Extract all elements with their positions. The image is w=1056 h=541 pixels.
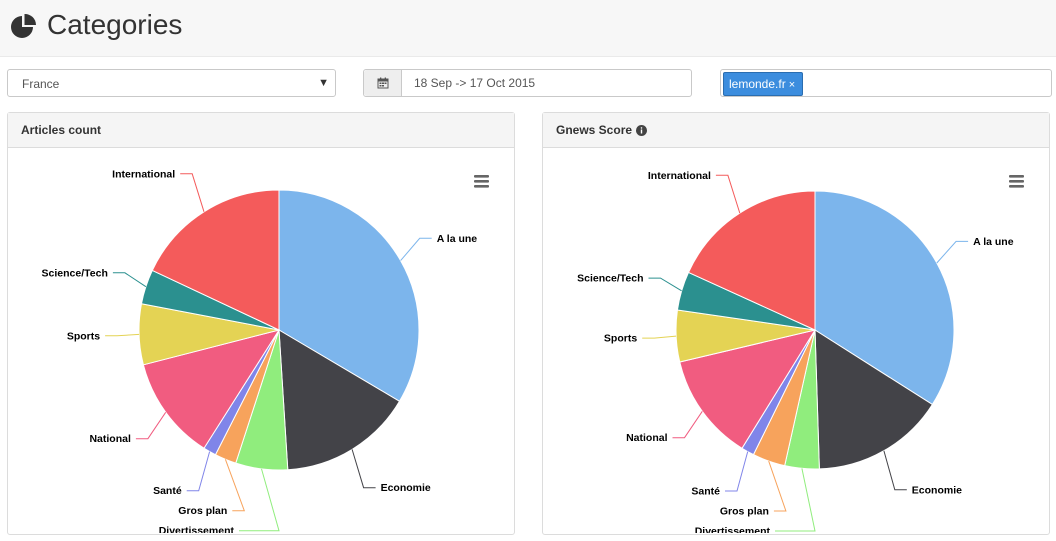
country-select-value: France [22, 77, 60, 91]
pie-chart-icon [11, 13, 37, 38]
chart-menu-icon[interactable] [474, 175, 489, 188]
slice-label-a-la-une: A la une [437, 233, 478, 245]
connector-economie [351, 449, 376, 489]
pie-slice-international[interactable] [687, 190, 816, 331]
info-icon[interactable] [636, 125, 648, 137]
slice-label-science-tech: Science/Tech [42, 267, 108, 279]
panel-title: Gnews Score [543, 113, 1049, 148]
connector-sante [725, 451, 749, 492]
page-header: Categories [0, 0, 1056, 57]
filters-bar: France ▼ 18 Sep -> 17 Oct 2015 lemonde.f… [0, 69, 1056, 99]
slice-label-economie: Economie [912, 484, 962, 496]
remove-tag-icon[interactable]: × [788, 79, 796, 91]
panel-title: Articles count [8, 113, 514, 148]
calendar-button[interactable] [364, 70, 402, 96]
slice-label-sante: Santé [153, 485, 182, 497]
connector-national [672, 411, 703, 439]
slice-label-sports: Sports [67, 330, 100, 342]
connector-gros-plan [224, 459, 246, 512]
slice-label-divertissement: Divertissement [695, 526, 771, 534]
pie-slice-international[interactable] [151, 189, 280, 331]
page-title: Categories [47, 9, 183, 40]
pie-slice-a-la-une[interactable] [278, 189, 420, 402]
slice-label-a-la-une: A la une [973, 236, 1014, 248]
connector-sports [105, 333, 140, 337]
slice-label-national: National [89, 433, 131, 445]
connector-international [715, 174, 741, 214]
slice-label-sante: Santé [691, 486, 720, 498]
source-tag[interactable]: lemonde.fr × [723, 72, 804, 96]
connector-science-tech [648, 277, 682, 292]
articles-count-panel: Articles count A la une Economie Divertiss… [7, 112, 515, 535]
slice-label-international: International [648, 170, 711, 182]
connector-gros-plan [768, 460, 787, 512]
panel-title-text: Gnews Score [556, 123, 633, 137]
slice-label-science-tech: Science/Tech [577, 273, 643, 285]
pie-slice-national[interactable] [142, 329, 281, 449]
slice-label-economie: Economie [381, 482, 431, 494]
calendar-icon [377, 77, 389, 89]
connector-science-tech [112, 272, 147, 288]
connector-sante [186, 451, 211, 492]
connector-divertissement [775, 468, 816, 532]
slice-label-divertissement: Divertissement [159, 525, 235, 533]
connector-international [180, 173, 205, 212]
connector-economie [883, 450, 907, 491]
country-select[interactable]: France ▼ [7, 69, 336, 97]
slice-label-international: International [112, 168, 175, 180]
slice-label-sports: Sports [604, 333, 637, 345]
connector-a-la-une [400, 237, 432, 261]
connector-divertissement [239, 468, 280, 532]
source-tag-label: lemonde.fr [729, 77, 786, 91]
pie-slice-a-la-une[interactable] [814, 190, 955, 406]
source-tags-input[interactable]: lemonde.fr × [720, 69, 1052, 97]
date-range-value: 18 Sep -> 17 Oct 2015 [414, 76, 536, 90]
gnews-score-panel: Gnews Score A la une Economie Divertisseme… [542, 112, 1050, 535]
panel-title-text: Articles count [21, 123, 102, 137]
connector-national [135, 412, 167, 440]
connector-sports [642, 335, 677, 339]
slice-label-gros-plan: Gros plan [178, 505, 227, 517]
slice-label-national: National [626, 432, 668, 444]
connector-a-la-une [936, 240, 969, 264]
chart-menu-icon[interactable] [1009, 175, 1024, 188]
slice-label-gros-plan: Gros plan [720, 506, 769, 518]
caret-down-icon[interactable]: ▼ [318, 77, 329, 89]
date-range-picker[interactable]: 18 Sep -> 17 Oct 2015 [363, 69, 692, 97]
pie-slice-economie[interactable] [278, 329, 401, 471]
articles-count-chart: A la une Economie Divertissement Gros plan S… [42, 168, 489, 533]
